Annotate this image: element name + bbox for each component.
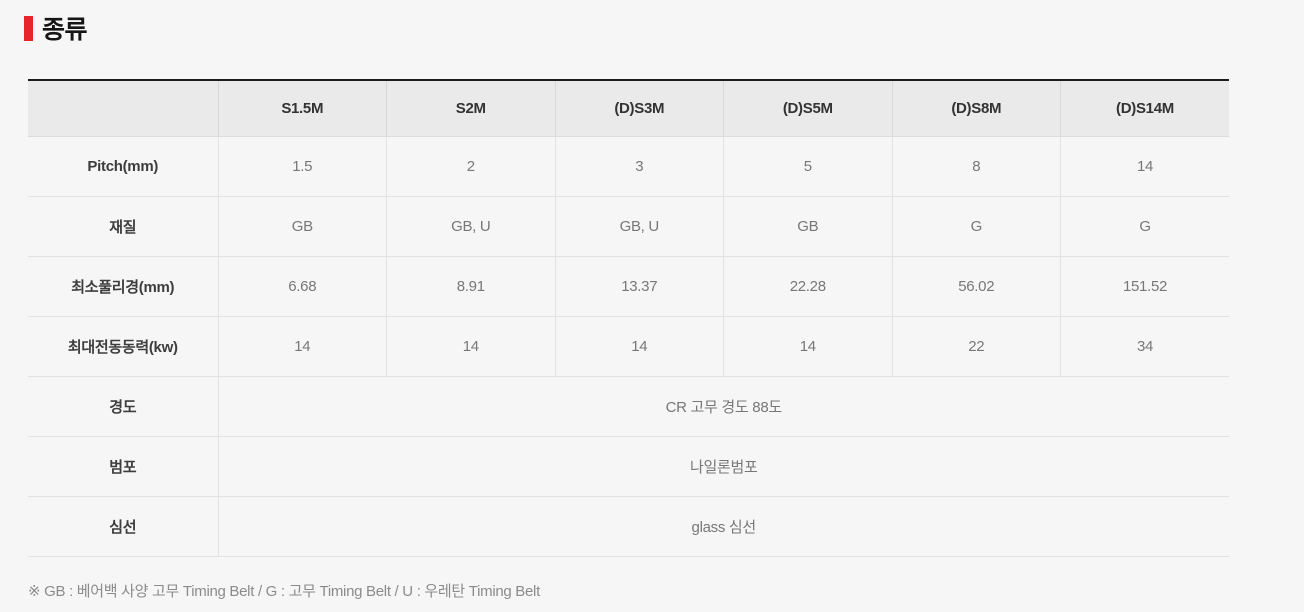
table-header-row: S1.5M S2M (D)S3M (D)S5M (D)S8M (D)S14M <box>28 80 1229 137</box>
value-cell: GB <box>723 196 892 257</box>
table-row-merged: 경도 CR 고무 경도 88도 <box>28 376 1229 437</box>
value-cell: 22.28 <box>723 256 892 317</box>
value-cell: GB <box>218 196 387 257</box>
value-cell: G <box>1060 196 1229 257</box>
value-cell: 13.37 <box>554 256 724 317</box>
row-label: 경도 <box>28 376 219 437</box>
corner-cell <box>28 80 218 137</box>
row-label: 심선 <box>28 496 219 557</box>
value-cell: 14 <box>218 316 387 377</box>
value-cell: GB, U <box>386 196 555 257</box>
red-accent-bar <box>24 15 33 41</box>
row-label: 재질 <box>28 196 219 257</box>
section-title: 종류 <box>42 16 88 44</box>
table-row: 최소풀리경(mm) 6.68 8.91 13.37 22.28 56.02 151.52 <box>28 256 1229 317</box>
table-row-merged: 심선 glass 심선 <box>28 496 1229 557</box>
table-row-merged: 범포 나일론범포 <box>28 436 1229 497</box>
merged-value-cell: 나일론범포 <box>218 436 1229 497</box>
spec-table-container: S1.5M S2M (D)S3M (D)S5M (D)S8M (D)S14M Pitch(… <box>28 79 1229 557</box>
table-row: Pitch(mm) 1.5 2 3 5 8 14 <box>28 136 1229 197</box>
value-cell: 56.02 <box>891 256 1061 317</box>
value-cell: 14 <box>1060 136 1229 197</box>
value-cell: 2 <box>386 136 555 197</box>
value-cell: 8.91 <box>386 256 555 317</box>
value-cell: 6.68 <box>218 256 387 317</box>
column-header: S1.5M <box>217 80 387 137</box>
table-row: 재질 GB GB, U GB, U GB G G <box>28 196 1229 257</box>
value-cell: 8 <box>891 136 1061 197</box>
column-header: S2M <box>386 80 555 137</box>
value-cell: GB, U <box>554 196 724 257</box>
timing-belt-spec-table: S1.5M S2M (D)S3M (D)S5M (D)S8M (D)S14M Pitch(… <box>28 79 1229 557</box>
merged-value-cell: CR 고무 경도 88도 <box>218 376 1229 437</box>
value-cell: G <box>891 196 1061 257</box>
value-cell: 22 <box>891 316 1061 377</box>
value-cell: 34 <box>1060 316 1229 377</box>
value-cell: 1.5 <box>218 136 387 197</box>
column-header: (D)S5M <box>723 80 892 137</box>
column-header: (D)S14M <box>1060 80 1229 137</box>
legend-footnote: ※ GB : 베어백 사양 고무 Timing Belt / G : 고무 Ti… <box>28 583 540 600</box>
table-row: 최대전동동력(kw) 14 14 14 14 22 34 <box>28 316 1229 377</box>
value-cell: 14 <box>386 316 555 377</box>
value-cell: 14 <box>723 316 892 377</box>
section-header: 종류 <box>24 10 88 46</box>
value-cell: 3 <box>554 136 724 197</box>
table-body: Pitch(mm) 1.5 2 3 5 8 14 재질 GB GB, U GB, U GB G G 최소풀리… <box>28 136 1229 557</box>
row-label: 범포 <box>28 436 219 497</box>
merged-value-cell: glass 심선 <box>218 496 1229 557</box>
value-cell: 14 <box>554 316 724 377</box>
value-cell: 151.52 <box>1060 256 1229 317</box>
column-header: (D)S8M <box>891 80 1061 137</box>
column-header: (D)S3M <box>554 80 724 137</box>
table-header: S1.5M S2M (D)S3M (D)S5M (D)S8M (D)S14M <box>28 80 1229 137</box>
row-label: Pitch(mm) <box>28 136 219 197</box>
row-label: 최대전동동력(kw) <box>28 316 219 377</box>
row-label: 최소풀리경(mm) <box>28 256 219 317</box>
value-cell: 5 <box>723 136 892 197</box>
